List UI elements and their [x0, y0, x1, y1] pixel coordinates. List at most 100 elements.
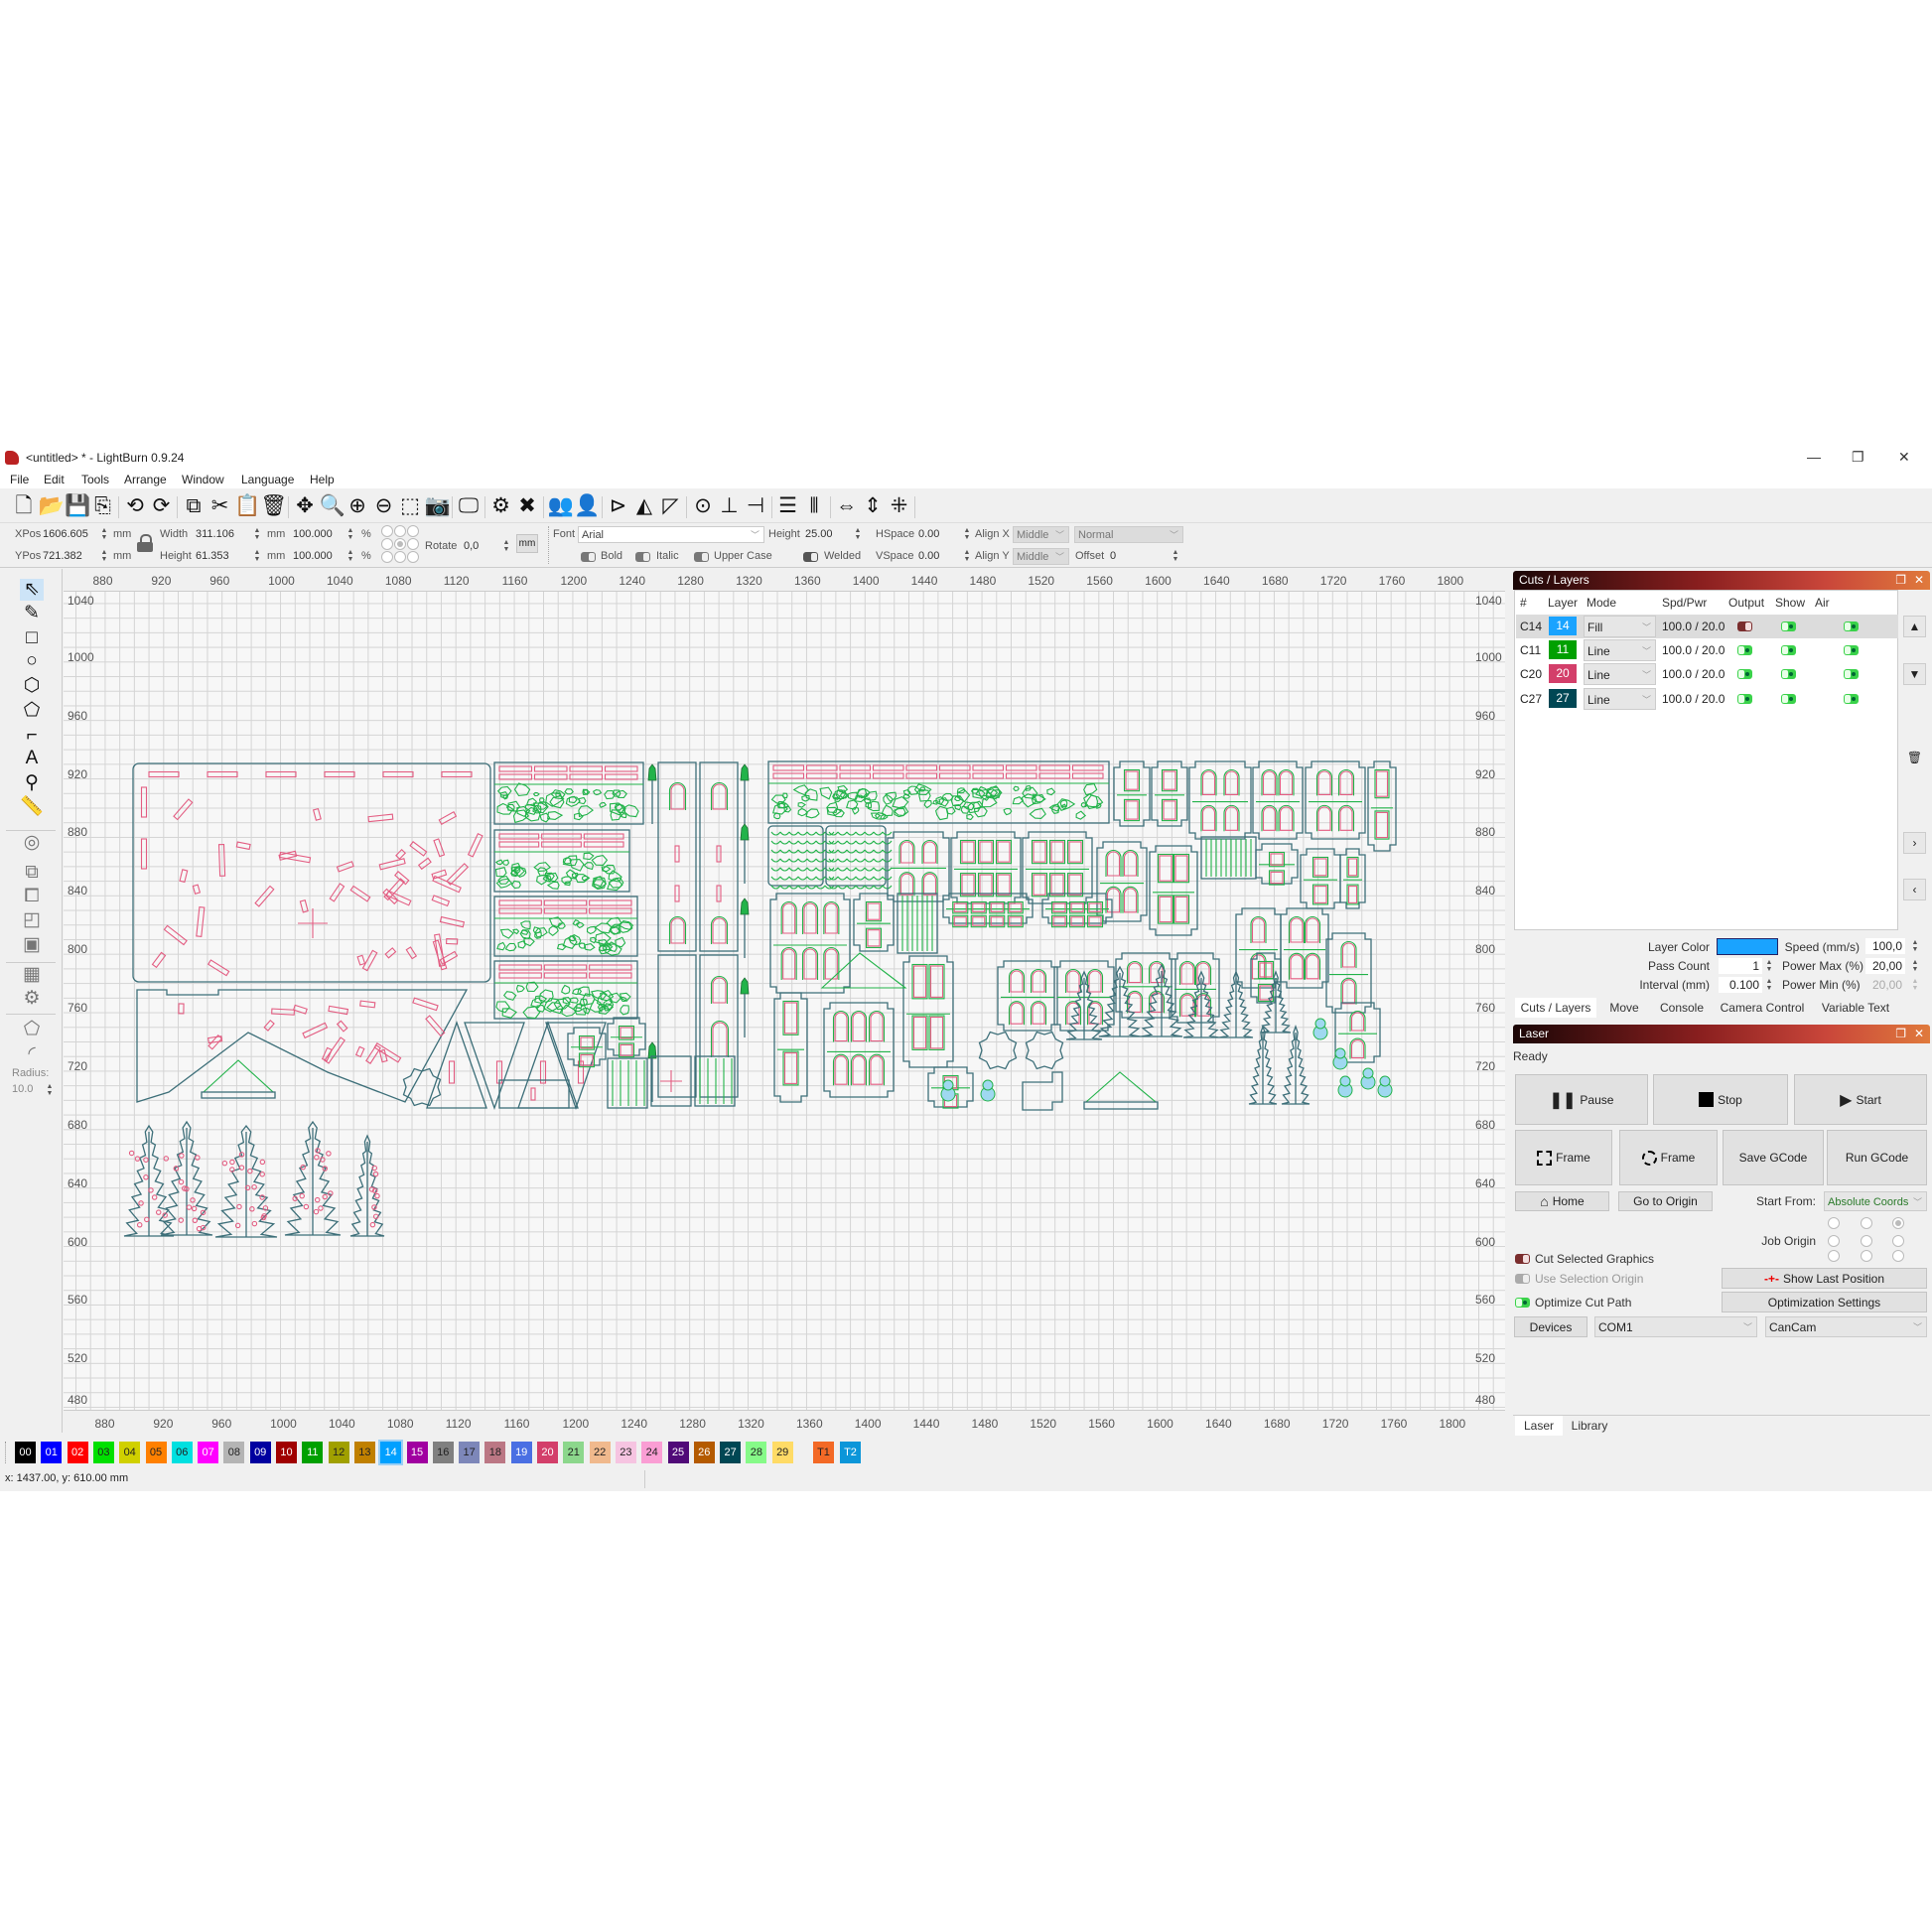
star-engrave[interactable]: [221, 1160, 228, 1167]
stone-texture[interactable]: [596, 992, 613, 1008]
vspace-spinner[interactable]: ▲ ▼: [963, 549, 971, 563]
design-artwork[interactable]: [64, 569, 1505, 1433]
star-engrave[interactable]: [244, 1184, 251, 1191]
arched-window[interactable]: [1251, 917, 1266, 943]
stone-texture[interactable]: [826, 806, 843, 817]
star-engrave[interactable]: [320, 1157, 326, 1163]
star-engrave[interactable]: [313, 1208, 320, 1215]
star-engrave[interactable]: [374, 1192, 380, 1199]
stone-texture[interactable]: [1059, 799, 1068, 807]
engrave-slot[interactable]: [425, 1015, 446, 1037]
anchor-point-radio[interactable]: [407, 538, 419, 550]
stone-texture[interactable]: [902, 793, 911, 799]
stone-texture[interactable]: [495, 878, 513, 889]
engrave-slot[interactable]: [446, 937, 459, 945]
stone-texture[interactable]: [772, 802, 788, 815]
layer-air-toggle[interactable]: [1844, 645, 1859, 655]
stone-texture[interactable]: [578, 805, 595, 818]
house-facade-piece[interactable]: [853, 893, 895, 952]
delete-icon[interactable]: 🗑: [260, 494, 288, 517]
engrave-slot[interactable]: [448, 1060, 456, 1084]
engrave-slot[interactable]: [354, 1045, 365, 1058]
arched-window[interactable]: [670, 783, 685, 810]
stone-texture[interactable]: [582, 1007, 591, 1015]
engrave-slot[interactable]: [192, 884, 202, 895]
window[interactable]: [1033, 841, 1046, 863]
star-engrave[interactable]: [259, 1194, 265, 1200]
palette-color-17[interactable]: 17: [459, 1442, 481, 1463]
house-facade-piece[interactable]: [1305, 760, 1366, 840]
stone-wall-panel[interactable]: [493, 761, 644, 825]
engrave-slot[interactable]: [196, 905, 206, 937]
stone-texture[interactable]: [523, 937, 535, 947]
menu-language[interactable]: Language: [241, 473, 295, 486]
anchor-point-grid[interactable]: [381, 525, 421, 565]
stone-texture[interactable]: [599, 945, 608, 952]
small-panel[interactable]: [498, 1079, 570, 1109]
engrave-slot[interactable]: [278, 850, 298, 861]
cross-panel[interactable]: [650, 1055, 692, 1107]
height-input[interactable]: 61.353: [196, 550, 229, 562]
edit-pencil-icon[interactable]: ✎: [24, 603, 40, 623]
job-origin-radio[interactable]: [1828, 1250, 1840, 1262]
window[interactable]: [620, 1043, 633, 1056]
engrave-slot[interactable]: [207, 770, 238, 778]
star-engrave[interactable]: [259, 1159, 266, 1166]
offset-icon[interactable]: ◎: [23, 832, 41, 853]
window[interactable]: [867, 929, 881, 947]
stone-texture[interactable]: [555, 791, 562, 798]
star-engrave[interactable]: [372, 1171, 379, 1177]
arched-window[interactable]: [834, 1055, 848, 1085]
stone-texture[interactable]: [604, 789, 616, 800]
arched-window[interactable]: [1224, 806, 1239, 831]
tower-piece[interactable]: [699, 761, 739, 952]
window[interactable]: [1375, 811, 1389, 839]
stone-texture[interactable]: [797, 801, 807, 808]
font-select[interactable]: Arial ﹀: [578, 526, 764, 543]
engrave-slot[interactable]: [412, 997, 439, 1012]
window[interactable]: [912, 1016, 927, 1049]
engrave-slot[interactable]: [905, 772, 938, 779]
stone-texture[interactable]: [497, 875, 510, 885]
house-facade-piece[interactable]: [823, 1002, 895, 1098]
arched-window[interactable]: [1010, 1002, 1024, 1025]
design-canvas[interactable]: [64, 569, 1505, 1433]
stone-texture[interactable]: [561, 876, 573, 885]
lamp-icon[interactable]: [740, 977, 750, 995]
palette-color-03[interactable]: 03: [92, 1442, 114, 1463]
flip-horizontal-icon[interactable]: ⊳: [609, 494, 627, 517]
stone-texture[interactable]: [543, 998, 562, 1013]
window[interactable]: [1088, 902, 1102, 912]
gable-piece[interactable]: [464, 1022, 525, 1110]
star-engrave[interactable]: [303, 1203, 310, 1210]
arched-window[interactable]: [852, 1055, 866, 1085]
layer-mode-select[interactable]: Line ﹀: [1584, 688, 1656, 710]
window[interactable]: [979, 841, 993, 863]
arched-window[interactable]: [1032, 1002, 1045, 1025]
arched-window[interactable]: [712, 977, 727, 1004]
arched-window[interactable]: [712, 783, 727, 810]
cut-selected-graphics-toggle[interactable]: [1515, 1254, 1530, 1264]
stone-texture[interactable]: [574, 812, 584, 821]
float-panel-icon[interactable]: ❐: [1895, 573, 1906, 587]
palette-color-13[interactable]: 13: [353, 1442, 375, 1463]
palette-color-05[interactable]: 05: [145, 1442, 167, 1463]
stone-texture[interactable]: [502, 794, 508, 800]
engrave-slot[interactable]: [541, 833, 582, 840]
engrave-slot[interactable]: [434, 933, 446, 967]
palette-color-02[interactable]: 02: [67, 1442, 88, 1463]
stone-texture[interactable]: [1056, 798, 1076, 811]
engrave-slot[interactable]: [378, 1048, 388, 1063]
stone-texture[interactable]: [854, 794, 867, 803]
stone-texture[interactable]: [571, 988, 583, 996]
stone-texture[interactable]: [569, 997, 579, 1004]
house-facade-piece[interactable]: [1115, 952, 1176, 1019]
house-facade-piece[interactable]: [773, 992, 808, 1103]
house-facade-piece[interactable]: [607, 1017, 646, 1056]
stone-texture[interactable]: [835, 789, 848, 799]
xpos-spinner[interactable]: ▲ ▼: [100, 527, 108, 541]
palette-color-19[interactable]: 19: [510, 1442, 532, 1463]
star-engrave[interactable]: [372, 1213, 379, 1220]
layer-output-toggle[interactable]: [1737, 645, 1752, 655]
arched-window[interactable]: [1196, 962, 1210, 985]
